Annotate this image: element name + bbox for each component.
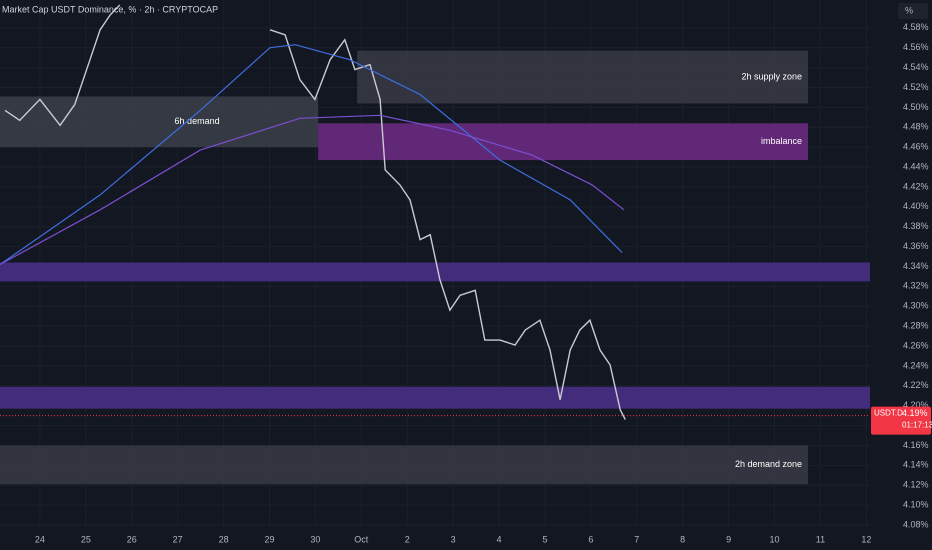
y-tick-label: 4.14% bbox=[903, 460, 929, 470]
y-tick-label: 4.58% bbox=[903, 22, 929, 32]
y-tick-label: 4.26% bbox=[903, 340, 929, 350]
chart-title: Market Cap USDT Dominance, % · 2h · CRYP… bbox=[2, 4, 218, 14]
x-tick-label: 25 bbox=[81, 534, 91, 544]
x-tick-label: 29 bbox=[264, 534, 274, 544]
y-tick-label: 4.32% bbox=[903, 281, 929, 291]
unit-label[interactable]: % bbox=[905, 5, 913, 15]
x-tick-label: 11 bbox=[816, 534, 825, 544]
y-tick-label: 4.20% bbox=[903, 400, 929, 410]
zone bbox=[0, 445, 809, 485]
x-tick-label: 28 bbox=[219, 534, 229, 544]
x-tick-label: 8 bbox=[680, 534, 685, 544]
zone-label: 2h supply zone bbox=[741, 71, 802, 81]
zone bbox=[0, 262, 870, 282]
zone bbox=[0, 96, 319, 148]
y-tick-label: 4.38% bbox=[903, 221, 929, 231]
y-tick-label: 4.42% bbox=[903, 181, 929, 191]
zone-label: 6h demand bbox=[175, 116, 220, 126]
y-tick-label: 4.46% bbox=[903, 142, 929, 152]
y-tick-label: 4.24% bbox=[903, 360, 929, 370]
last-price-box bbox=[871, 406, 931, 435]
x-tick-label: 26 bbox=[127, 534, 137, 544]
y-tick-label: 4.12% bbox=[903, 480, 929, 490]
x-tick-label: 2 bbox=[405, 534, 410, 544]
last-price-symbol: USDT.D bbox=[874, 409, 903, 418]
last-price-label: 4.19% bbox=[902, 408, 928, 418]
y-tick-label: 4.34% bbox=[903, 261, 929, 271]
zone bbox=[357, 50, 809, 104]
y-tick-label: 4.10% bbox=[903, 499, 929, 509]
y-tick-label: 4.52% bbox=[903, 82, 929, 92]
series-line bbox=[0, 114, 625, 266]
countdown: 01:17:13 bbox=[902, 421, 932, 430]
y-tick-label: 4.50% bbox=[903, 102, 929, 112]
series-line bbox=[0, 44, 623, 265]
y-tick-label: 4.48% bbox=[903, 122, 929, 132]
y-tick-label: 4.16% bbox=[903, 440, 929, 450]
y-tick-label: 4.08% bbox=[903, 519, 929, 529]
y-tick-label: 4.22% bbox=[903, 380, 929, 390]
x-tick-label: 30 bbox=[310, 534, 320, 544]
x-tick-label: 4 bbox=[497, 534, 502, 544]
x-tick-label: 5 bbox=[542, 534, 547, 544]
x-tick-label: 10 bbox=[769, 534, 779, 544]
x-tick-label: 27 bbox=[173, 534, 183, 544]
x-tick-label: 12 bbox=[861, 534, 871, 544]
x-tick-label: Oct bbox=[354, 534, 369, 544]
zone bbox=[0, 386, 870, 409]
y-tick-label: 4.56% bbox=[903, 42, 929, 52]
x-tick-label: 3 bbox=[451, 534, 456, 544]
x-tick-label: 7 bbox=[634, 534, 639, 544]
y-tick-label: 4.36% bbox=[903, 241, 929, 251]
x-tick-label: 9 bbox=[726, 534, 731, 544]
zone bbox=[318, 123, 809, 161]
zone-label: imbalance bbox=[761, 136, 802, 146]
y-tick-label: 4.28% bbox=[903, 321, 929, 331]
y-tick-label: 4.40% bbox=[903, 201, 929, 211]
y-tick-label: 4.44% bbox=[903, 161, 929, 171]
y-tick-label: 4.54% bbox=[903, 62, 929, 72]
zone-label: 2h demand zone bbox=[735, 459, 802, 469]
unit-box[interactable] bbox=[898, 3, 928, 19]
x-tick-label: 6 bbox=[588, 534, 593, 544]
y-tick-label: 4.30% bbox=[903, 301, 929, 311]
x-tick-label: 24 bbox=[35, 534, 45, 544]
series-line bbox=[4, 4, 626, 420]
